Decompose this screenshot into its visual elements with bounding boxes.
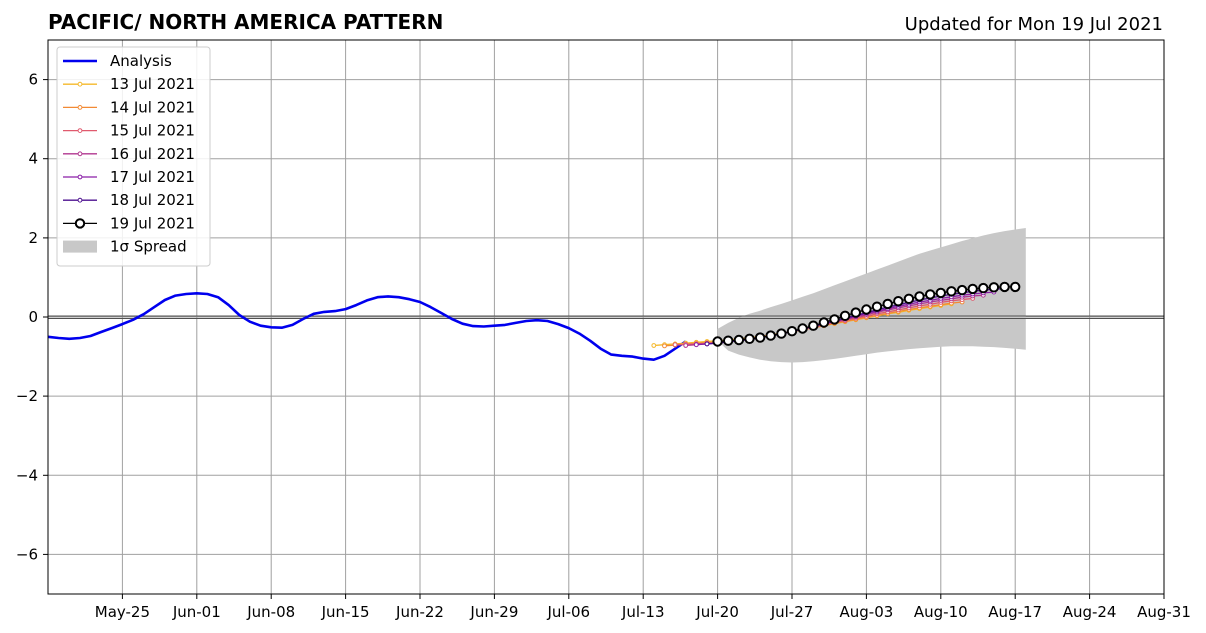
current-forecast-point [754,332,766,343]
y-tick-label: −4 [16,466,38,484]
current-forecast-point [946,286,957,297]
legend-marker [74,218,86,229]
x-tick-label: Jun-01 [172,603,221,621]
y-tick-label: 0 [28,308,38,326]
forecast-point [683,343,689,348]
legend-marker [77,128,83,134]
y-tick-label: 6 [28,71,38,89]
legend-label: 16 Jul 2021 [110,145,195,163]
current-forecast-point [925,289,936,300]
x-tick-label: Jun-15 [321,603,370,621]
current-forecast-point [839,310,851,321]
legend-item: 17 Jul 2021 [63,168,195,186]
current-forecast-point [723,335,734,346]
current-forecast-point [765,330,776,341]
x-tick-label: Aug-03 [840,603,894,621]
legend-label: 15 Jul 2021 [110,122,195,140]
x-tick-label: Jun-08 [246,603,295,621]
current-forecast-point [988,282,1000,293]
legend-marker [77,174,83,180]
x-tick-label: Jun-22 [395,603,444,621]
axes: May-25 Jun-01 Jun-08 Jun-15 Jun-22 Jun-29 Jul-… [16,39,1191,621]
legend-item: 1σ Spread [63,238,187,256]
legend-item: Analysis [63,52,172,70]
x-tick-label: Jul-13 [621,603,665,621]
x-tick-label: Jul-27 [770,603,814,621]
legend-item: 14 Jul 2021 [63,98,195,116]
legend-label: 17 Jul 2021 [110,168,195,186]
current-forecast-point [786,326,798,337]
legend-marker [77,81,83,87]
forecast-point [662,343,667,349]
legend-marker [77,197,83,203]
y-tick-label: −2 [16,387,38,405]
zero-line [48,315,1164,319]
current-forecast-point [712,336,723,347]
legend: Analysis 13 Jul 2021 14 Jul 2021 15 Jul 202… [56,46,211,267]
current-forecast-point [967,283,978,295]
current-forecast-point [882,298,893,310]
current-forecast-point [733,334,745,346]
legend-item: 15 Jul 2021 [63,122,195,140]
chart-subtitle: Updated for Mon 19 Jul 2021 [905,14,1163,35]
legend-label: 18 Jul 2021 [110,191,195,209]
current-forecast-point [744,333,755,344]
x-tick-label: Jul-20 [695,603,739,621]
x-tick-label: Jun-29 [469,603,518,621]
current-forecast-point [999,281,1010,293]
legend-item: 18 Jul 2021 [63,191,195,209]
legend-box [56,46,211,267]
x-tick-label: May-25 [95,603,150,621]
x-tick-label: Aug-17 [988,603,1042,621]
legend-label: 1σ Spread [110,238,187,256]
current-forecast-point [914,291,925,302]
x-tick-label: Aug-10 [914,603,968,621]
legend-marker [77,151,83,157]
series [47,281,1021,362]
current-forecast-point [1010,281,1021,293]
current-forecast-point [818,317,830,328]
current-forecast-point [871,301,883,312]
y-tick-label: 2 [28,229,38,247]
current-forecast-point [861,304,872,315]
current-forecast-point [797,323,808,334]
current-forecast-point [776,328,787,339]
legend-label: 14 Jul 2021 [110,98,195,116]
current-forecast-point [903,293,915,304]
current-forecast-point [893,296,904,307]
current-forecast-series [712,281,1021,347]
forecast-point [651,343,657,348]
y-tick-label: −6 [16,545,38,563]
legend-item: 19 Jul 2021 [63,214,195,232]
legend-item: 16 Jul 2021 [63,145,195,163]
legend-swatch [63,240,97,253]
x-tick-label: Aug-31 [1137,603,1191,621]
current-forecast-point [978,282,989,294]
legend-label: 13 Jul 2021 [110,75,195,93]
x-tick-label: Aug-24 [1063,603,1117,621]
forecast-point [672,342,678,348]
analysis-line [47,291,687,362]
legend-label: Analysis [110,52,172,70]
forecast-point [704,341,710,347]
legend-item: 13 Jul 2021 [63,75,195,93]
y-tick-label: 4 [28,150,38,168]
legend-marker [77,105,83,110]
chart-title: PACIFIC/ NORTH AMERICA PATTERN [48,10,443,34]
legend-label: 19 Jul 2021 [110,214,195,232]
x-tick-label: Jul-06 [546,603,590,621]
forecast-point [693,342,699,348]
current-forecast-point [850,307,861,318]
current-forecast-point [808,320,819,331]
current-forecast-point [956,284,968,296]
current-forecast-point [935,287,946,299]
current-forecast-point [829,314,840,325]
